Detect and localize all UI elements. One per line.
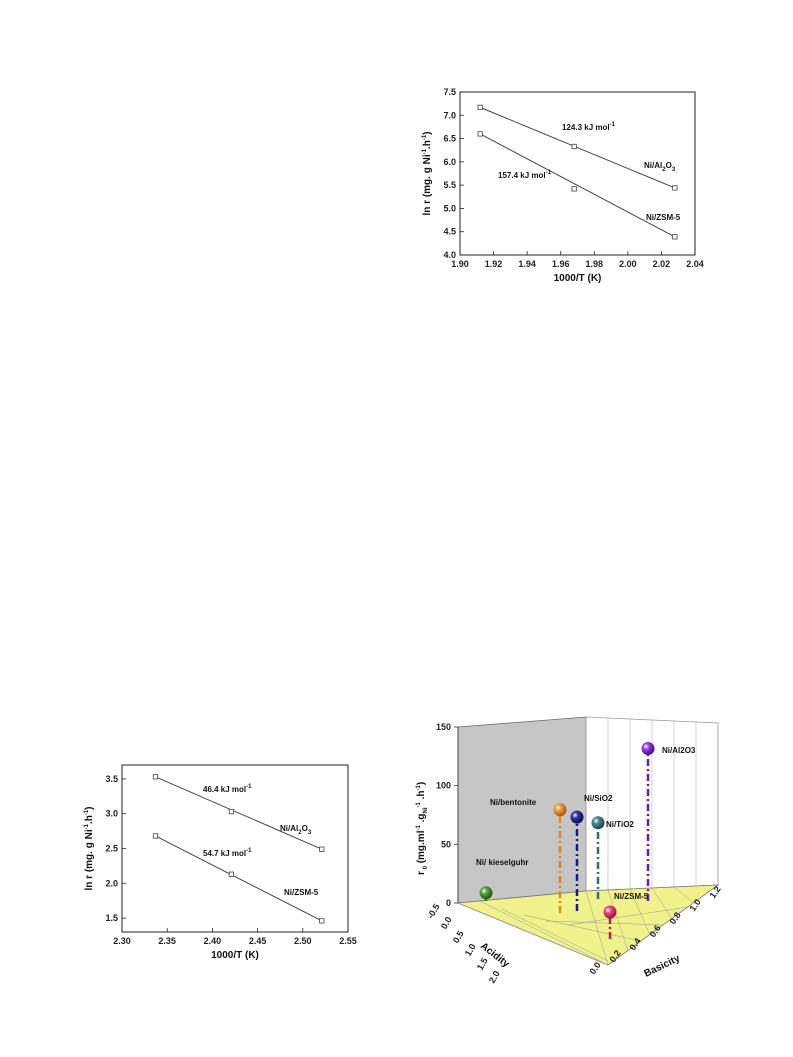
chart-a-y-tick-label: 6.0 [443,157,456,167]
sphere-0 [479,886,493,900]
chart-a-y-tick-label: 5.5 [443,180,456,190]
chart-b-plot-group: 2.30 2.35 2.40 2.45 2.50 2.55 1.5 2.0 2.5 3.0 3.5 1… [84,764,357,961]
chart-b-activation-energy-label: 46.4 kJ mol-1 [203,784,252,794]
label-kieselguhr: Ni/ kieselguhr [476,858,528,867]
z-axis-label: r 0 (mg.ml-1 .gNi-1 .h-1) [416,782,429,875]
chart-a-fit-line-1 [479,133,676,238]
z-tick-label: 150 [436,722,451,732]
acidity-tick-label: 0.5 [451,929,466,945]
basicity-axis-label: Basicity [642,953,682,980]
chart-a-data-point [672,234,678,240]
acidity-tick-label: 1.0 [463,942,478,958]
stem-group [479,741,655,939]
chart-a-data-point [571,143,577,150]
chart-b-y-tick-label: 1.5 [105,913,118,923]
chart-b-y-tick-label: 2.0 [105,878,118,888]
chart-a-x-tick-label: 2.02 [653,259,671,269]
chart-b-activation-energy-label: 54.7 kJ mol-1 [203,848,252,858]
acidity-tick-label: 0.0 [439,915,454,931]
z-tick-label: 50 [441,839,451,849]
chart-a-activation-energy-label: 124.3 kJ mol-1 [562,122,616,132]
acidity-basicity-3d-chart: 0 50 100 150 r 0 (mg.ml-1 .gNi-1 .h-1) Ni/ … [410,715,740,985]
chart-b-fit-line-0 [155,776,322,850]
chart-b-series-name-label: Ni/Al2O3 [280,824,312,836]
label-zsm5: Ni/ZSM-5 [614,892,649,901]
chart-a-y-tick-label: 7.5 [443,87,456,97]
sphere-4 [603,905,617,919]
z-tick-label: 0 [446,898,451,908]
basicity-tick-label: 0.0 [587,960,602,976]
chart-a-y-tick-label: 7.0 [443,110,456,120]
chart-b-y-tick-label: 3.5 [105,774,118,784]
floor-grid [457,886,695,966]
chart-c-svg: 0 50 100 150 r 0 (mg.ml-1 .gNi-1 .h-1) Ni/ … [416,716,723,985]
chart-a-plot-frame [459,91,696,256]
chart-a-x-tick-label: 1.96 [552,259,570,269]
chart-a-y-tick-label: 4.5 [443,227,456,237]
label-tio2: Ni/TiO2 [606,820,634,829]
label-al2o3: Ni/Al2O3 [662,746,696,755]
chart-b-x-tick-label: 2.55 [339,936,357,946]
chart-a-fit-line-0 [479,106,676,189]
chart-b-svg: 2.30 2.35 2.40 2.45 2.50 2.55 1.5 2.0 2.5 3.0 3.5 1… [84,764,357,961]
sphere-1 [553,803,567,817]
chart-a-y-tick-label: 4.0 [443,250,456,260]
sphere-5 [641,741,655,755]
acidity-tick-label: -0.5 [425,902,441,920]
chart-b-data-point [152,774,159,780]
chart-a-x-tick-label: 2.04 [686,259,704,269]
arrhenius-plot-high-temp: 1.90 1.92 1.94 1.96 1.98 2.00 2.02 2.04 4.0 4.5 5.… [420,80,720,295]
chart-b-x-tick-label: 2.45 [249,936,267,946]
chart-b-series-name-label: Ni/ZSM-5 [284,888,319,897]
chart-b-data-point [152,833,159,839]
chart-b-x-axis-label: 1000/T (K) [211,950,259,961]
chart-a-x-tick-label: 1.94 [518,259,536,269]
acidity-tick-label: 2.0 [487,969,502,985]
back-wall-left [457,716,587,904]
chart-a-x-tick-label: 1.90 [451,259,469,269]
chart-a-data-point [477,131,483,137]
chart-a-x-tick-label: 1.98 [586,259,604,269]
chart-a-x-axis-label: 1000/T (K) [554,273,602,284]
chart-a-data-point [477,104,483,110]
z-tick-label: 100 [436,781,451,791]
label-bentonite: Ni/bentonite [490,798,537,807]
chart-b-data-point [319,846,325,852]
chart-b-y-tick-label: 2.5 [105,844,118,854]
z-axis-ticks: 0 50 100 150 [436,722,458,908]
chart-b-x-tick-label: 2.35 [158,936,176,946]
chart-a-data-point [571,186,577,192]
chart-a-series-name-label: Ni/ZSM-5 [646,213,681,222]
chart-a-svg: 1.90 1.92 1.94 1.96 1.98 2.00 2.02 2.04 4.0 4.5 5.… [422,87,704,284]
chart-b-x-tick-label: 2.50 [294,936,312,946]
chart-a-y-tick-label: 6.5 [443,134,456,144]
chart-b-data-point [228,809,234,815]
chart-a-data-point [672,185,678,191]
chart-b-data-point [228,871,234,877]
arrhenius-plot-low-temp: 2.30 2.35 2.40 2.45 2.50 2.55 1.5 2.0 2.5 3.0 3.5 1… [70,755,360,995]
chart-a-plot-group: 1.90 1.92 1.94 1.96 1.98 2.00 2.02 2.04 4.0 4.5 5.… [422,87,704,284]
chart-b-x-tick-label: 2.40 [204,936,222,946]
chart-a-y-tick-label: 5.0 [443,203,456,213]
chart-b-x-tick-label: 2.30 [113,936,131,946]
chart-b-data-point [319,918,325,924]
sphere-3 [591,816,605,830]
chart-b-y-axis-label: ln r (mg. g Ni-1.h-1) [84,806,95,890]
chart-a-x-tick-label: 2.00 [619,259,637,269]
chart-a-activation-energy-label: 157.4 kJ mol-1 [498,170,552,180]
chart-a-y-axis-label: ln r (mg. g Ni-1.h-1) [422,131,433,215]
chart-a-x-tick-label: 1.92 [485,259,503,269]
acidity-tick-label: 1.5 [475,956,490,972]
chart-b-fit-line-1 [155,835,323,922]
label-sio2: Ni/SiO2 [584,794,613,803]
chart-a-series-name-label: Ni/Al2O3 [644,161,676,173]
chart-b-y-tick-label: 3.0 [105,809,118,819]
sphere-2 [570,810,584,824]
